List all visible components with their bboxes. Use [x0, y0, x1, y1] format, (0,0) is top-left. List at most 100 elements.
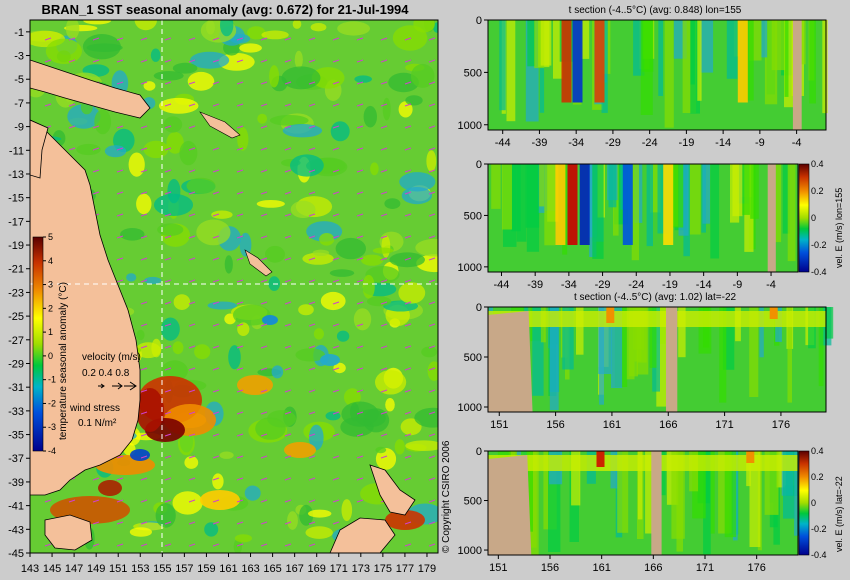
section-column	[527, 20, 536, 67]
section-column	[502, 164, 512, 230]
wind-stress-arrow	[212, 103, 220, 107]
warm-anomaly-patch	[136, 388, 164, 432]
anomaly-patch	[237, 322, 250, 337]
wind-stress-arrow	[212, 477, 220, 481]
wind-stress-arrow	[116, 521, 124, 525]
anomaly-patch	[372, 247, 394, 254]
lat-tick-label: -11	[9, 145, 24, 157]
lat-tick-label: -37	[8, 453, 24, 465]
wind-stress-arrow	[428, 543, 436, 547]
anomaly-patch	[207, 301, 238, 310]
anomaly-patch	[190, 51, 230, 69]
section-frame	[487, 163, 799, 273]
section-column	[608, 164, 617, 208]
wind-stress-arrow	[308, 345, 316, 349]
wind-stress-arrow	[236, 279, 244, 283]
lon-tick-label: 159	[197, 563, 215, 575]
wind-stress-arrow	[356, 433, 364, 437]
wind-stress-arrow	[44, 59, 52, 63]
section-panel-3: t section (-4..5°C) (avg: 1.02) lat=-22 …	[458, 292, 834, 431]
wind-stress-arrow	[188, 81, 196, 85]
anomaly-patch	[150, 48, 161, 62]
section-x-tick-label: -44	[495, 137, 511, 149]
wind-stress-arrow	[140, 323, 148, 327]
panel-4-plot: 151 156 161 166 171 176 0 500 1000 0.4 0.2 0 -0.2 -0.…	[458, 446, 827, 574]
cape-york-landmass	[30, 119, 49, 179]
wind-stress-arrow	[380, 257, 388, 261]
wind-stress-arrow	[428, 169, 436, 173]
section-column	[787, 307, 792, 403]
wind-stress-arrow	[260, 323, 268, 327]
section-column	[742, 164, 750, 215]
lon-tick-label: 161	[219, 563, 237, 575]
section-column	[601, 20, 608, 113]
section-x-tick-label: -44	[494, 279, 510, 291]
anomaly-patch	[153, 71, 184, 81]
wind-stress-arrow	[404, 301, 412, 305]
wind-stress-arrow	[284, 411, 292, 415]
lat-tick-label: -17	[8, 216, 24, 228]
anomaly-patch	[294, 50, 303, 69]
velocity-colorbar-tick: 0.4	[811, 446, 824, 456]
wind-stress-arrow	[236, 543, 244, 547]
wind-stress-arrow	[428, 191, 436, 195]
anomaly-patch	[370, 162, 379, 176]
wind-stress-arrow	[308, 411, 316, 415]
wind-stress-arrow	[332, 59, 340, 63]
colorbar-tick-label: 0	[48, 351, 53, 361]
wind-stress-arrow	[260, 389, 268, 393]
wind-stress-arrow	[260, 411, 268, 415]
wind-stress-arrow	[164, 191, 172, 195]
wind-stress-arrow	[428, 235, 436, 239]
velocity-colorbar-tick: 0	[811, 213, 816, 223]
sst-colorbar-ticks: 5 4 3 2 1 0 -1 -2 -3 -4	[43, 232, 56, 456]
wind-stress-arrow	[140, 433, 148, 437]
wind-stress-arrow	[308, 301, 316, 305]
wind-stress-arrow	[260, 103, 268, 107]
anomaly-patch	[415, 238, 438, 257]
section-x-tick-label: -4	[766, 279, 776, 291]
anomaly-patch	[163, 116, 183, 133]
map-lat-axis: -1 -3 -5 -7 -9 -11 -13 -15 -17 -19 -21 -23 -25 -27 -29…	[8, 27, 30, 560]
lat-tick-label: -29	[8, 358, 24, 370]
wind-stress-arrow	[92, 543, 100, 547]
section-frame	[487, 306, 827, 413]
section-column	[784, 20, 794, 108]
wind-stress-arrow	[236, 103, 244, 107]
wind-stress-arrow	[404, 389, 412, 393]
wind-stress-arrow	[236, 125, 244, 129]
wind-stress-arrow	[428, 433, 436, 437]
section-x-tick-label: -4	[792, 137, 802, 149]
wind-stress-arrow	[212, 367, 220, 371]
section-x-tick-label: 171	[696, 562, 714, 574]
wind-stress-arrow	[140, 213, 148, 217]
anomaly-patch	[232, 304, 271, 326]
velocity-arrows	[98, 381, 137, 391]
wind-stress-arrow	[212, 279, 220, 283]
velocity-colorbar	[798, 163, 810, 273]
wind-stress-arrow	[68, 103, 76, 107]
anomaly-patch	[330, 121, 350, 142]
panel-1-plot: -44 -39 -34 -29 -24 -19 -14 -9 -4 0 500 1000	[458, 15, 828, 149]
anomaly-patch	[310, 23, 327, 32]
lon-tick-label: 151	[109, 563, 127, 575]
lat-tick-label: -45	[8, 548, 24, 560]
wind-stress-arrow	[308, 169, 316, 173]
lat-tick-label: -13	[8, 169, 24, 181]
wind-stress-arrow	[236, 191, 244, 195]
anomaly-patch	[413, 20, 435, 33]
anomaly-patch	[363, 105, 377, 128]
wind-stress-arrow	[428, 301, 436, 305]
section-column	[749, 451, 761, 547]
section-column	[671, 164, 684, 228]
anomaly-patch	[362, 274, 375, 299]
section-x-tick-label: 156	[541, 562, 559, 574]
wind-stress-arrow	[140, 37, 148, 41]
wind-stress-arrow	[284, 257, 292, 261]
copyright-note: © Copyright CSIRO 2006	[441, 440, 452, 553]
wind-stress-scale: 0.1 N/m²	[78, 418, 117, 429]
wind-stress-arrow	[428, 59, 436, 63]
anomaly-patch	[126, 273, 137, 282]
wind-stress-arrow	[188, 345, 196, 349]
anomaly-patch	[281, 66, 321, 90]
